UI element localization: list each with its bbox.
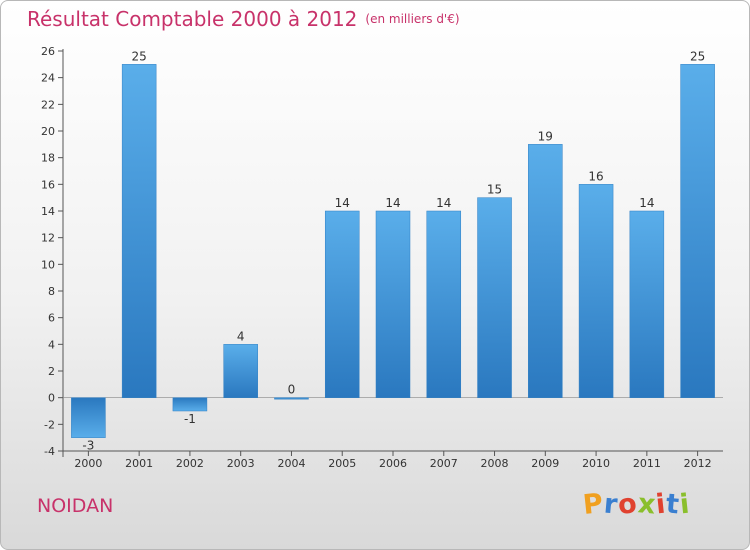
value-label: 0 <box>288 383 296 397</box>
chart-labels: 2000 -3 2001 25 2002 -1 2003 4 2004 0 2005 14 2006 14… <box>74 49 711 470</box>
bar-2003 <box>223 344 258 398</box>
bar-2010 <box>578 184 614 398</box>
bar-2011 <box>629 210 665 398</box>
y-tick-label: -2 <box>44 418 55 431</box>
x-tick-label: 2008 <box>481 457 509 470</box>
bar-2007 <box>426 210 462 398</box>
x-tick-label: 2009 <box>531 457 559 470</box>
bar-2008 <box>477 197 512 398</box>
commune-name: NOIDAN <box>37 495 114 517</box>
value-label: 19 <box>538 129 553 143</box>
y-tick-label: 18 <box>41 152 55 165</box>
value-label: 14 <box>385 196 400 210</box>
bar-2002 <box>172 397 208 412</box>
value-label: 14 <box>639 196 654 210</box>
x-tick-label: 2007 <box>430 457 458 470</box>
value-label: 15 <box>487 183 502 197</box>
value-label: 14 <box>436 196 451 210</box>
logo-letter: o <box>616 488 640 521</box>
x-tick-label: 2006 <box>379 457 407 470</box>
y-tick-label: 12 <box>41 232 55 245</box>
bar-2006 <box>375 210 411 398</box>
y-tick-label: 0 <box>48 392 55 405</box>
x-tick-label: 2003 <box>227 457 255 470</box>
bar-2009 <box>528 144 563 398</box>
proxiti-logo: Proxiti <box>581 487 693 522</box>
value-label: 16 <box>588 169 603 183</box>
bar-2000 <box>71 397 106 438</box>
y-tick-label: 22 <box>41 98 55 111</box>
y-tick-label: 4 <box>48 338 55 351</box>
value-label: 25 <box>690 49 705 63</box>
y-tick-label: -4 <box>44 445 55 458</box>
x-tick-label: 2002 <box>176 457 204 470</box>
x-tick-label: 2000 <box>74 457 102 470</box>
y-tick-label: 14 <box>41 205 55 218</box>
bar-2012 <box>680 64 715 398</box>
y-tick-label: 10 <box>41 258 55 271</box>
title-text: Résultat Comptable 2000 à 2012 <box>27 7 358 31</box>
bar-2005 <box>324 210 360 398</box>
y-tick-label: 6 <box>48 312 55 325</box>
y-tick-label: 8 <box>48 285 55 298</box>
y-tick-label: 2 <box>48 365 55 378</box>
chart-bars <box>71 64 715 438</box>
y-tick-label: 26 <box>41 45 55 58</box>
value-label: -1 <box>184 412 196 426</box>
logo-letter: i <box>678 488 693 521</box>
value-label: 25 <box>132 49 147 63</box>
y-tick-label: 24 <box>41 72 55 85</box>
logo-letter: P <box>581 487 606 522</box>
y-tick-label: 20 <box>41 125 55 138</box>
x-tick-label: 2010 <box>582 457 610 470</box>
value-label: 14 <box>335 196 350 210</box>
value-label: 4 <box>237 329 245 343</box>
x-tick-label: 2005 <box>328 457 356 470</box>
value-label: -3 <box>82 439 94 453</box>
bar-2001 <box>121 64 157 398</box>
bar-2004 <box>274 397 309 400</box>
y-tick-label: 16 <box>41 178 55 191</box>
chart-title: Résultat Comptable 2000 à 2012 (en millie… <box>27 7 460 31</box>
x-tick-label: 2011 <box>633 457 661 470</box>
title-unit: (en milliers d'€) <box>365 12 460 26</box>
x-tick-label: 2004 <box>277 457 305 470</box>
x-tick-label: 2001 <box>125 457 153 470</box>
x-tick-label: 2012 <box>684 457 712 470</box>
